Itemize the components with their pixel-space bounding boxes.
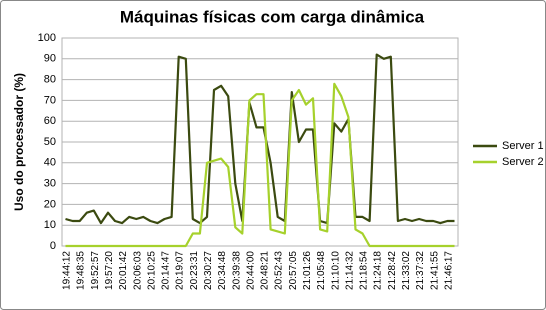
series-line bbox=[65, 82, 455, 248]
x-tick-label: 19:44:12 bbox=[62, 251, 73, 290]
x-tick-label: 21:37:32 bbox=[415, 251, 426, 290]
y-tick-label: 50 bbox=[44, 136, 56, 148]
x-tick-label: 20:52:43 bbox=[274, 251, 285, 290]
x-tick-label: 21:10:10 bbox=[330, 251, 341, 290]
x-tick-label: 20:19:07 bbox=[175, 251, 186, 290]
x-tick-label: 20:34:48 bbox=[217, 251, 228, 290]
y-tick-label: 40 bbox=[44, 157, 56, 169]
x-tick-label: 21:28:42 bbox=[387, 251, 398, 290]
x-tick-label: 20:23:31 bbox=[189, 251, 200, 290]
x-tick-label: 20:14:47 bbox=[161, 251, 172, 290]
x-tick-label: 21:33:02 bbox=[401, 251, 412, 290]
x-tick-label: 20:10:25 bbox=[146, 251, 157, 290]
x-tick-label: 21:41:55 bbox=[429, 251, 440, 290]
chart-title: Máquinas físicas com carga dinâmica bbox=[120, 7, 425, 26]
x-tick-label: 20:01:42 bbox=[118, 251, 129, 290]
x-tick-label: 21:46:17 bbox=[443, 251, 454, 290]
x-tick-label: 21:18:54 bbox=[359, 251, 370, 290]
x-tick-label: 21:01:26 bbox=[302, 251, 313, 290]
x-tick-label: 20:06:03 bbox=[132, 251, 143, 290]
x-tick-label: 19:57:20 bbox=[104, 251, 115, 290]
y-axis-label: Uso do processador (%) bbox=[12, 73, 26, 211]
y-tick-label: 10 bbox=[44, 219, 56, 231]
legend-label: Server 1 bbox=[502, 140, 544, 152]
series-line bbox=[65, 53, 455, 225]
x-tick-label: 19:48:35 bbox=[76, 251, 87, 290]
y-tick-label: 60 bbox=[44, 115, 56, 127]
x-tick-label: 19:52:57 bbox=[90, 251, 101, 290]
y-tick-label: 30 bbox=[44, 178, 56, 190]
x-tick-label: 20:57:05 bbox=[288, 251, 299, 290]
y-tick-label: 70 bbox=[44, 94, 56, 106]
y-tick-label: 80 bbox=[44, 74, 56, 86]
y-tick-label: 20 bbox=[44, 198, 56, 210]
x-tick-label: 20:30:27 bbox=[203, 251, 214, 290]
legend-label: Server 2 bbox=[502, 156, 544, 168]
y-tick-label: 0 bbox=[50, 240, 56, 252]
x-tick-label: 20:39:38 bbox=[231, 251, 242, 290]
x-tick-label: 21:05:48 bbox=[316, 251, 327, 290]
x-tick-label: 21:14:32 bbox=[344, 251, 355, 290]
y-tick-label: 100 bbox=[38, 32, 56, 44]
x-tick-label: 20:44:00 bbox=[245, 251, 256, 290]
x-tick-label: 21:24:18 bbox=[373, 251, 384, 290]
y-tick-label: 90 bbox=[44, 53, 56, 65]
plot-area bbox=[61, 37, 459, 247]
x-tick-label: 20:48:21 bbox=[260, 251, 271, 290]
